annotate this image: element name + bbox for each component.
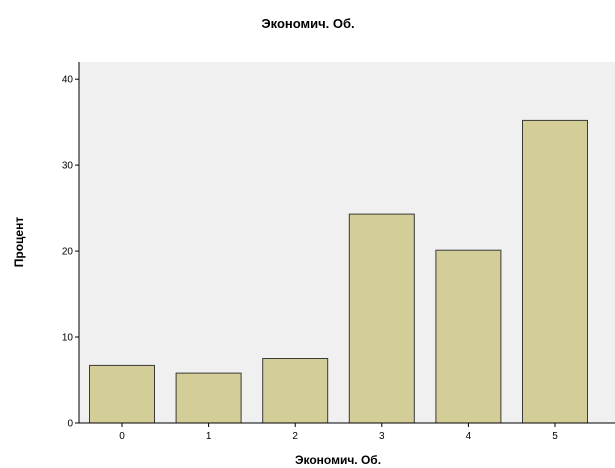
- bar-3: [348, 213, 415, 424]
- bar-4: [435, 249, 502, 424]
- x-axis-label: Экономич. Об.: [295, 453, 381, 467]
- x-tick-label-3: 3: [379, 431, 385, 442]
- x-tick-label-0: 0: [119, 431, 125, 442]
- chart-title: Экономич. Об.: [261, 16, 354, 31]
- y-tick-label-10: 10: [62, 333, 74, 344]
- x-tick-label-2: 2: [292, 431, 298, 442]
- y-tick-label-40: 40: [62, 75, 74, 86]
- y-tick-label-0: 0: [67, 419, 73, 430]
- bars-group: [89, 119, 588, 424]
- x-tick-label-4: 4: [466, 431, 472, 442]
- bar-5: [522, 119, 588, 424]
- y-axis-label: Процент: [12, 217, 26, 268]
- y-tick-label-20: 20: [62, 247, 74, 258]
- x-tick-label-5: 5: [552, 431, 558, 442]
- bar-2: [262, 358, 329, 424]
- bar-1: [175, 372, 242, 424]
- x-tick-label-1: 1: [206, 431, 212, 442]
- bar-0: [89, 364, 155, 424]
- y-ticks-group: 0 10 20 30 40: [62, 75, 79, 430]
- x-ticks-group: 0 1 2 3 4 5: [119, 423, 558, 442]
- y-tick-label-30: 30: [62, 161, 74, 172]
